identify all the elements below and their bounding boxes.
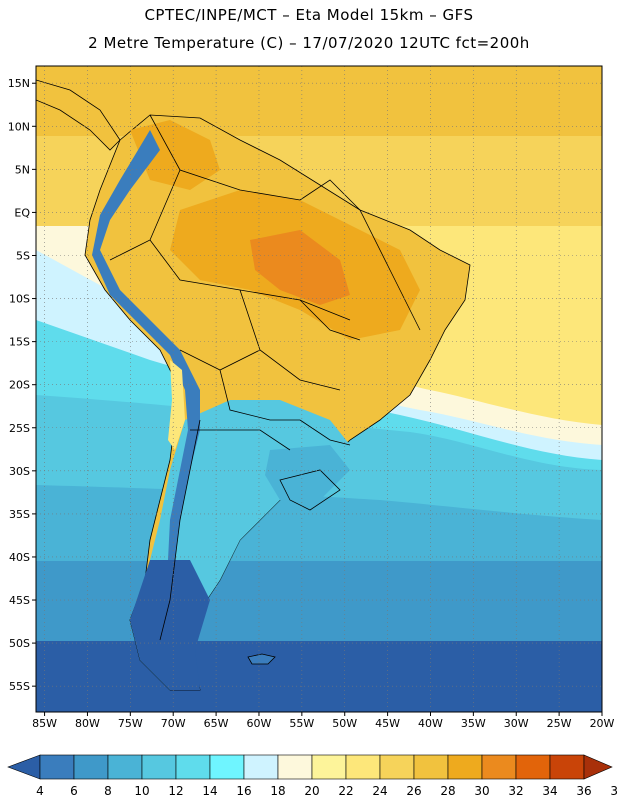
legend-level-label: 12 <box>168 784 183 798</box>
legend-level-label: 38 <box>610 784 618 798</box>
legend-color-box <box>243 754 279 780</box>
lat-tick-label: 5S <box>16 249 30 262</box>
map-frame <box>35 65 603 713</box>
lon-tick-label: 45W <box>375 717 400 730</box>
lon-tick-label: 70W <box>161 717 186 730</box>
lon-tick-label: 25W <box>547 717 572 730</box>
legend-color-box <box>175 754 211 780</box>
lat-tick-label: 50S <box>9 637 30 650</box>
legend-level-label: 18 <box>270 784 285 798</box>
legend-level-label: 26 <box>406 784 421 798</box>
lat-tick-label: 10N <box>8 120 30 133</box>
hot-amazon-core <box>250 230 350 305</box>
lat-tick-label: 30S <box>9 465 30 478</box>
legend-color-box <box>345 754 381 780</box>
legend-level-label: 20 <box>304 784 319 798</box>
legend-color-box <box>107 754 143 780</box>
legend-color-box <box>277 754 313 780</box>
legend-color-box <box>209 754 245 780</box>
lon-tick-label: 40W <box>418 717 443 730</box>
legend-level-label: 8 <box>104 784 112 798</box>
legend-color-box <box>413 754 449 780</box>
lon-tick-label: 75W <box>118 717 143 730</box>
central-america-landmass <box>36 79 121 151</box>
legend-color-box <box>379 754 415 780</box>
lon-tick-label: 30W <box>504 717 529 730</box>
legend-level-label: 30 <box>474 784 489 798</box>
legend-color-box <box>549 754 585 780</box>
legend-color-box <box>73 754 109 780</box>
legend-max-arrow <box>583 754 613 780</box>
legend-level-label: 16 <box>236 784 251 798</box>
lon-tick-label: 60W <box>247 717 272 730</box>
lat-tick-label: 10S <box>9 293 30 306</box>
latitude-axis: 15N 10N 5N EQ 5S 10S 15S 20S 25S 30S 35S 40S 45S 50S 5… <box>8 77 36 693</box>
lon-tick-label: 80W <box>75 717 100 730</box>
lon-tick-label: 35W <box>461 717 486 730</box>
legend-color-box <box>141 754 177 780</box>
lat-tick-label: 40S <box>9 551 30 564</box>
lon-tick-label: 85W <box>32 717 57 730</box>
lat-tick-label: 25S <box>9 422 30 435</box>
pampas-cool <box>265 445 350 500</box>
ocean-band-warmest <box>36 66 602 136</box>
color-legend: 4 6 8 10 12 14 16 18 20 22 24 26 28 30 32 34 36 38 <box>7 754 618 798</box>
lon-tick-label: 50W <box>332 717 357 730</box>
lat-tick-label: 45S <box>9 594 30 607</box>
country-borders <box>109 114 421 641</box>
lat-tick-label: EQ <box>14 206 30 219</box>
lon-tick-label: 20W <box>590 717 615 730</box>
lon-tick-label: 55W <box>289 717 314 730</box>
legend-level-label: 6 <box>70 784 78 798</box>
legend-level-label: 34 <box>542 784 557 798</box>
lon-tick-label: 65W <box>204 717 229 730</box>
lat-tick-label: 55S <box>9 680 30 693</box>
legend-level-label: 36 <box>576 784 591 798</box>
lat-tick-label: 15N <box>8 77 30 90</box>
temperature-field <box>36 66 602 712</box>
legend-color-box <box>515 754 551 780</box>
legend-level-label: 4 <box>36 784 44 798</box>
lat-tick-label: 20S <box>9 379 30 392</box>
lat-tick-label: 15S <box>9 336 30 349</box>
legend-color-box <box>311 754 347 780</box>
falkland-islands <box>247 653 276 665</box>
legend-level-label: 22 <box>338 784 353 798</box>
legend-level-label: 14 <box>202 784 217 798</box>
lat-tick-label: 5N <box>15 163 30 176</box>
legend-color-box <box>39 754 75 780</box>
legend-level-label: 28 <box>440 784 455 798</box>
legend-level-label: 10 <box>134 784 149 798</box>
legend-level-label: 32 <box>508 784 523 798</box>
southern-cone-deep <box>130 560 210 690</box>
chart-title-line2: 2 Metre Temperature (C) – 17/07/2020 12U… <box>88 34 530 52</box>
longitude-axis: 85W 80W 75W 70W 65W 60W 55W 50W 45W 40W 35W 30W 25W 2… <box>32 712 615 730</box>
legend-color-box <box>481 754 517 780</box>
chart-title-line1: CPTEC/INPE/MCT – Eta Model 15km – GFS <box>144 6 474 24</box>
lat-tick-label: 35S <box>9 508 30 521</box>
legend-min-arrow <box>7 754 41 780</box>
legend-color-box <box>447 754 483 780</box>
legend-level-label: 24 <box>372 784 387 798</box>
